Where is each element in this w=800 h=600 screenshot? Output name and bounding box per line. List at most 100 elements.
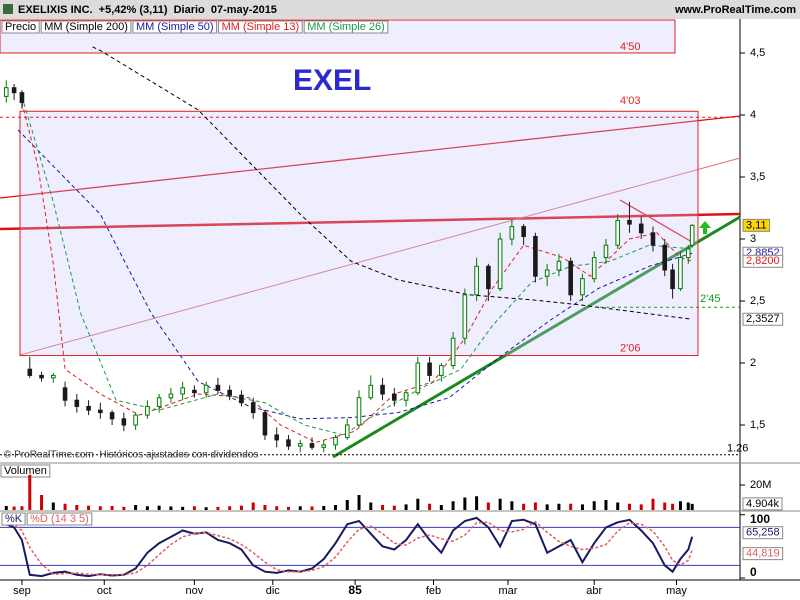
volume-bar xyxy=(251,502,255,510)
volume-bar xyxy=(690,503,694,510)
volume-bar xyxy=(404,504,408,510)
legend-item: %K xyxy=(5,513,23,525)
legend-item-box xyxy=(1,512,26,526)
volume-bar xyxy=(40,495,44,510)
trend-line xyxy=(0,212,741,231)
candle-body xyxy=(556,260,562,271)
moving-average xyxy=(21,102,693,443)
y-tick-label: 0 xyxy=(750,565,757,579)
volume-bar xyxy=(678,501,682,510)
candle-body xyxy=(344,424,350,438)
volume-last-label: 4.904k xyxy=(746,498,780,510)
volume-bar xyxy=(134,505,138,510)
icon xyxy=(3,4,13,14)
volume-bar xyxy=(428,503,432,510)
volume-bar xyxy=(592,501,596,510)
volume-bar xyxy=(87,505,91,510)
candle-body xyxy=(380,384,385,395)
x-tick-label: nov xyxy=(186,585,204,597)
y-tick-label: 1,5 xyxy=(750,419,765,431)
x-tick-label: dic xyxy=(266,585,281,597)
x-tick-label: oct xyxy=(97,585,112,597)
x-tick-label: feb xyxy=(426,585,441,597)
volume-bar xyxy=(463,497,467,510)
candle-body xyxy=(568,260,573,296)
candle-body xyxy=(678,257,683,290)
candle-body xyxy=(356,397,362,426)
oscillator-last-label: 65,258 xyxy=(746,527,780,539)
volume-bar xyxy=(475,496,479,510)
volume-bar xyxy=(569,503,573,510)
volume-bar xyxy=(310,506,314,510)
candle-body xyxy=(239,394,244,404)
candle-body xyxy=(227,389,232,396)
volume-bar xyxy=(627,503,631,510)
candle-body xyxy=(98,409,103,414)
ma-last-label: 2,8200 xyxy=(746,255,780,267)
annotation: 4'03 xyxy=(620,95,640,107)
legend-item-box xyxy=(40,20,132,34)
chart-title: EXEL xyxy=(293,64,371,97)
volume-bar xyxy=(651,498,655,510)
x-tick-label: may xyxy=(666,585,687,597)
volume-bar xyxy=(20,506,24,510)
candle-body xyxy=(203,384,209,394)
moving-average xyxy=(21,96,693,436)
volume-bar xyxy=(639,504,643,510)
x-tick-label: 85 xyxy=(348,583,362,597)
volume-bar xyxy=(663,502,667,510)
candle-body xyxy=(286,439,291,447)
oscillator-last-label: 44,819 xyxy=(746,548,780,560)
candle-body xyxy=(427,362,432,376)
volume-bar xyxy=(275,506,279,510)
legend-item: MM (Simple 13) xyxy=(222,21,300,33)
candle-body xyxy=(392,393,397,401)
legend-item: %D (14 3 5) xyxy=(30,513,89,525)
candle-body xyxy=(156,397,162,407)
annotation: 2'06 xyxy=(620,342,640,354)
oscillator-last-label-box xyxy=(742,526,784,540)
candle-body xyxy=(39,374,44,379)
candle-body xyxy=(670,269,675,290)
candle-body xyxy=(86,405,91,411)
trend-line xyxy=(19,157,741,356)
candle-body xyxy=(462,294,468,339)
y-tick-label: 3 xyxy=(750,233,756,245)
candle-body xyxy=(450,337,456,366)
legend-item-box xyxy=(303,20,389,34)
annotation: 4'50 xyxy=(620,41,640,53)
volume-bar xyxy=(439,505,443,510)
legend-item-box xyxy=(1,20,40,34)
y-tick-label: 100 xyxy=(750,512,770,526)
volume-bar xyxy=(98,506,102,510)
candle-body xyxy=(109,412,115,420)
volume-bar xyxy=(4,506,8,510)
volume-bar xyxy=(145,506,149,510)
y-tick-label: 4,5 xyxy=(750,47,765,59)
ma-last-label: 2,8852 xyxy=(746,247,780,259)
candle-body xyxy=(321,444,327,448)
panel-title-box xyxy=(0,464,51,478)
volume-bar xyxy=(345,500,349,510)
candle-body xyxy=(580,278,585,296)
volume-bar xyxy=(169,506,173,510)
candle-body xyxy=(11,87,17,94)
ma-last-label-box xyxy=(742,312,784,326)
candle-body xyxy=(638,223,644,234)
header-bar xyxy=(0,0,800,19)
candle-body xyxy=(415,362,421,394)
candle-body xyxy=(180,387,185,395)
volume-bar xyxy=(381,505,385,510)
annotation: 2'45 xyxy=(700,293,720,305)
candle-body xyxy=(685,248,691,259)
candle-body xyxy=(368,384,374,399)
volume-bar xyxy=(263,505,267,510)
volume-bar xyxy=(63,503,67,510)
volume-bar xyxy=(12,506,16,510)
candle-body xyxy=(215,384,221,391)
volume-bar xyxy=(498,498,502,510)
candle-body xyxy=(262,412,268,436)
oscillator-line xyxy=(6,520,693,576)
volume-bar xyxy=(192,506,196,510)
